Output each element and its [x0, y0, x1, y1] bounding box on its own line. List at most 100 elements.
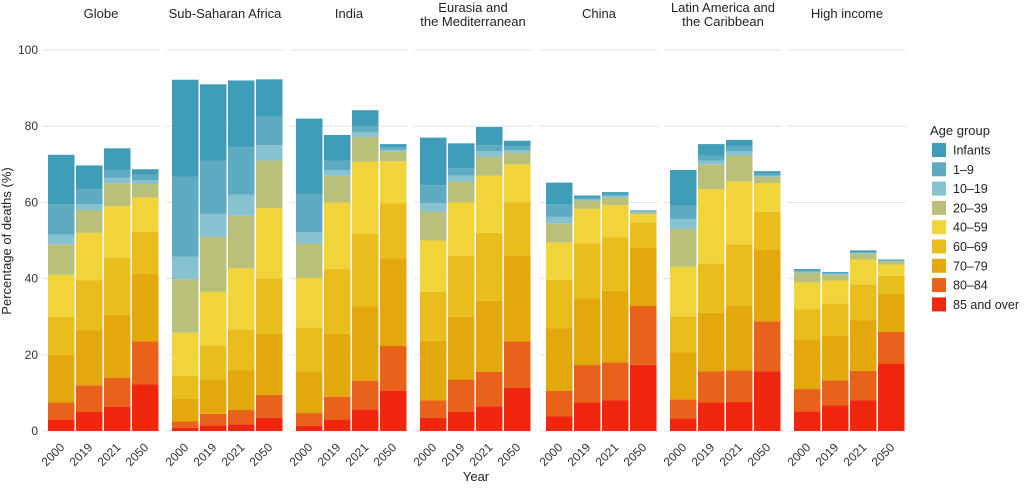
bar-segment-india-2000-10-19	[296, 232, 323, 243]
bar-segment-china-2000-70-79	[546, 328, 573, 391]
bar-segment-high-income-2019-40-59	[822, 281, 849, 304]
bar-segment-high-income-2000-60-69	[794, 309, 821, 339]
bar-segment-latin-america-and-the-caribbean-2019-1-9	[698, 156, 725, 161]
legend-swatch-10-19	[932, 182, 946, 196]
bar-segment-china-2000-60-69	[546, 280, 573, 328]
y-tick-label: 80	[25, 119, 39, 133]
bar-segment-india-2019-80-84	[324, 397, 351, 420]
bar-segment-china-2000-10-19	[546, 217, 573, 223]
legend-swatch-85-and-over	[932, 297, 946, 311]
bar-segment-globe-2000-40-59	[48, 275, 75, 317]
bar-segment-sub-saharan-africa-2000-80-84	[172, 421, 199, 427]
bar-segment-high-income-2021-80-84	[850, 371, 877, 401]
bar-segment-china-2019-70-79	[574, 298, 601, 365]
bar-segment-latin-america-and-the-caribbean-2019-70-79	[698, 313, 725, 371]
bar-segment-eurasia-and-the-mediterranean-2019-70-79	[448, 317, 475, 380]
bar-segment-high-income-2019-10-19	[822, 274, 849, 275]
bar-segment-sub-saharan-africa-2019-20-39	[200, 237, 227, 292]
bar-segment-china-2019-1-9	[574, 198, 601, 200]
bar-segment-eurasia-and-the-mediterranean-2050-infants	[504, 141, 531, 147]
bars-layer	[48, 79, 905, 431]
bar-segment-eurasia-and-the-mediterranean-2021-20-39	[476, 157, 503, 176]
x-tick-label: 2021	[593, 440, 622, 469]
bar-segment-sub-saharan-africa-2021-1-9	[228, 147, 255, 195]
legend-swatch-20-39	[932, 201, 946, 215]
bar-segment-high-income-2021-20-39	[850, 254, 877, 260]
bar-segment-india-2021-60-69	[352, 234, 379, 306]
bar-segment-india-2021-85-and-over	[352, 409, 379, 431]
bar-segment-high-income-2021-10-19	[850, 253, 877, 254]
bar-segment-eurasia-and-the-mediterranean-2000-85-and-over	[420, 418, 447, 431]
panel-title-high-income: High income	[811, 6, 883, 21]
bar-segment-globe-2050-1-9	[132, 175, 159, 181]
x-tick-label: 2019	[813, 440, 842, 469]
bar-segment-globe-2000-10-19	[48, 235, 75, 245]
bar-segment-sub-saharan-africa-2000-85-and-over	[172, 428, 199, 431]
x-tick-label: 2021	[841, 440, 870, 469]
legend-swatch-1-9	[932, 162, 946, 176]
bar-segment-india-2000-85-and-over	[296, 426, 323, 431]
x-tick-label: 2019	[565, 440, 594, 469]
bar-segment-high-income-2019-20-39	[822, 275, 849, 281]
x-tick-label: 2000	[661, 440, 690, 469]
bar-segment-eurasia-and-the-mediterranean-2019-40-59	[448, 202, 475, 255]
x-tick-label: 2050	[371, 440, 400, 469]
bar-segment-globe-2021-60-69	[104, 258, 131, 315]
bar-segment-sub-saharan-africa-2050-40-59	[256, 208, 283, 278]
bar-segment-sub-saharan-africa-2000-40-59	[172, 333, 199, 376]
x-tick-label: 2021	[717, 440, 746, 469]
bar-segment-high-income-2019-infants	[822, 272, 849, 273]
bar-segment-sub-saharan-africa-2000-20-39	[172, 279, 199, 332]
legend-swatch-70-79	[932, 259, 946, 273]
bar-segment-india-2019-10-19	[324, 170, 351, 176]
bar-segment-eurasia-and-the-mediterranean-2050-20-39	[504, 153, 531, 164]
bar-segment-india-2050-40-59	[380, 161, 407, 203]
bar-segment-high-income-2000-20-39	[794, 273, 821, 283]
bar-segment-latin-america-and-the-caribbean-2021-infants	[726, 140, 753, 146]
bar-segment-india-2000-1-9	[296, 194, 323, 232]
bar-segment-india-2050-infants	[380, 144, 407, 147]
bar-segment-china-2021-70-79	[602, 291, 629, 363]
bar-segment-globe-2050-40-59	[132, 197, 159, 231]
bar-segment-eurasia-and-the-mediterranean-2021-70-79	[476, 301, 503, 372]
bar-segment-globe-2021-70-79	[104, 315, 131, 378]
bar-segment-china-2050-60-69	[630, 223, 657, 248]
bar-segment-latin-america-and-the-caribbean-2019-80-84	[698, 371, 725, 402]
x-tick-label: 2019	[191, 440, 220, 469]
x-tick-label: 2050	[495, 440, 524, 469]
legend-title: Age group	[930, 123, 990, 138]
bar-segment-sub-saharan-africa-2050-1-9	[256, 117, 283, 146]
panel-title-sub-saharan-africa: Sub-Saharan Africa	[169, 6, 283, 21]
bar-segment-high-income-2050-infants	[878, 260, 905, 261]
bar-segment-eurasia-and-the-mediterranean-2000-40-59	[420, 241, 447, 292]
bar-segment-high-income-2019-70-79	[822, 336, 849, 381]
bar-segment-china-2019-85-and-over	[574, 402, 601, 431]
legend-swatch-80-84	[932, 278, 946, 292]
y-axis-title: Percentage of deaths (%)	[0, 167, 14, 314]
bar-segment-high-income-2000-1-9	[794, 271, 821, 272]
bar-segment-globe-2019-80-84	[76, 385, 103, 412]
bar-segment-india-2050-80-84	[380, 346, 407, 391]
bar-segment-india-2021-20-39	[352, 137, 379, 162]
bar-segment-sub-saharan-africa-2000-1-9	[172, 176, 199, 256]
bar-segment-india-2000-70-79	[296, 371, 323, 413]
bar-segment-high-income-2021-60-69	[850, 284, 877, 320]
bar-segment-india-2019-70-79	[324, 334, 351, 397]
bar-segment-sub-saharan-africa-2021-85-and-over	[228, 424, 255, 431]
bar-segment-globe-2021-10-19	[104, 178, 131, 184]
bar-segment-sub-saharan-africa-2019-40-59	[200, 292, 227, 345]
bar-segment-china-2000-80-84	[546, 391, 573, 417]
bar-segment-latin-america-and-the-caribbean-2050-80-84	[754, 321, 781, 371]
bar-segment-latin-america-and-the-caribbean-2000-80-84	[670, 399, 697, 418]
bar-segment-globe-2050-60-69	[132, 232, 159, 274]
bar-segment-eurasia-and-the-mediterranean-2000-60-69	[420, 292, 447, 341]
bar-segment-sub-saharan-africa-2019-1-9	[200, 160, 227, 213]
bar-segment-eurasia-and-the-mediterranean-2019-infants	[448, 143, 475, 168]
bar-segment-india-2019-infants	[324, 135, 351, 161]
bar-segment-sub-saharan-africa-2021-80-84	[228, 410, 255, 424]
bar-segment-eurasia-and-the-mediterranean-2019-10-19	[448, 176, 475, 182]
bar-segment-latin-america-and-the-caribbean-2021-1-9	[726, 146, 753, 151]
x-tick-label: 2019	[439, 440, 468, 469]
bar-segment-sub-saharan-africa-2019-60-69	[200, 345, 227, 379]
